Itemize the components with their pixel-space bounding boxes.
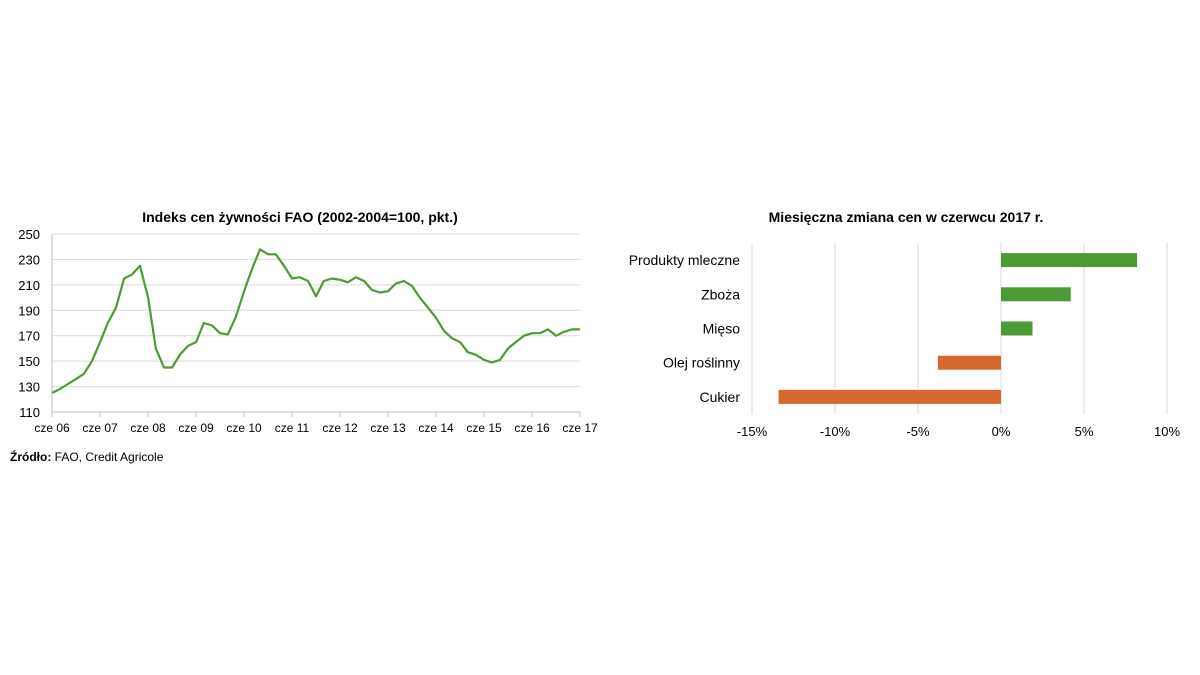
bar-chart-title: Miesięczna zmiana cen w czerwcu 2017 r. — [768, 209, 1044, 225]
food-price-index-chart: 110 130 150 170 190 210 230 250 cze 06 cze 07 cze … — [18, 227, 598, 435]
x-tick-label: 0% — [992, 424, 1011, 439]
x-tick-label: 5% — [1075, 424, 1094, 439]
bar — [1001, 253, 1138, 268]
y-tick-label: 130 — [18, 380, 40, 395]
x-tick-label: cze 13 — [370, 421, 406, 435]
bar — [1001, 321, 1033, 336]
y-tick-label: 230 — [18, 252, 40, 267]
line-chart-title: Indeks cen żywności FAO (2002-2004=100, … — [142, 209, 458, 225]
category-label: Cukier — [700, 389, 741, 405]
bar — [937, 355, 1001, 370]
source-note: Źródło: FAO, Credit Agricole — [10, 450, 163, 464]
y-tick-label: 110 — [19, 405, 40, 420]
y-tick-label: 190 — [18, 303, 40, 318]
x-tick-label: cze 10 — [226, 421, 262, 435]
source-label: Źródło: — [10, 450, 52, 464]
x-tick-label: -15% — [737, 424, 768, 439]
y-tick-label: 250 — [18, 227, 40, 242]
bar — [1001, 287, 1071, 302]
y-tick-label: 170 — [18, 329, 40, 344]
price-index-line — [51, 248, 581, 394]
x-tick-label: cze 17 — [562, 421, 598, 435]
x-tick-label: cze 14 — [418, 421, 454, 435]
category-label: Zboża — [701, 286, 740, 302]
x-tick-label: cze 11 — [275, 421, 310, 435]
x-tick-label: 10% — [1154, 424, 1180, 439]
category-label: Olej roślinny — [663, 355, 740, 371]
monthly-price-change-chart: -15% -10% -5% 0% 5% 10% Produkty mleczne Zboża M… — [629, 243, 1180, 439]
x-tick-label: cze 09 — [178, 421, 214, 435]
x-tick-label: cze 08 — [130, 421, 166, 435]
source-text: FAO, Credit Agricole — [51, 450, 164, 464]
y-tick-label: 150 — [18, 354, 40, 369]
x-tick-label: -10% — [820, 424, 851, 439]
x-tick-label: cze 12 — [322, 421, 358, 435]
y-tick-label: 210 — [18, 278, 40, 293]
x-tick-label: cze 06 — [34, 421, 70, 435]
x-tick-label: cze 16 — [514, 421, 550, 435]
x-tick-label: -5% — [906, 424, 930, 439]
category-label: Mięso — [703, 321, 741, 337]
category-label: Produkty mleczne — [629, 252, 740, 268]
x-tick-label: cze 07 — [82, 421, 118, 435]
bar — [778, 389, 1001, 404]
x-tick-label: cze 15 — [466, 421, 502, 435]
